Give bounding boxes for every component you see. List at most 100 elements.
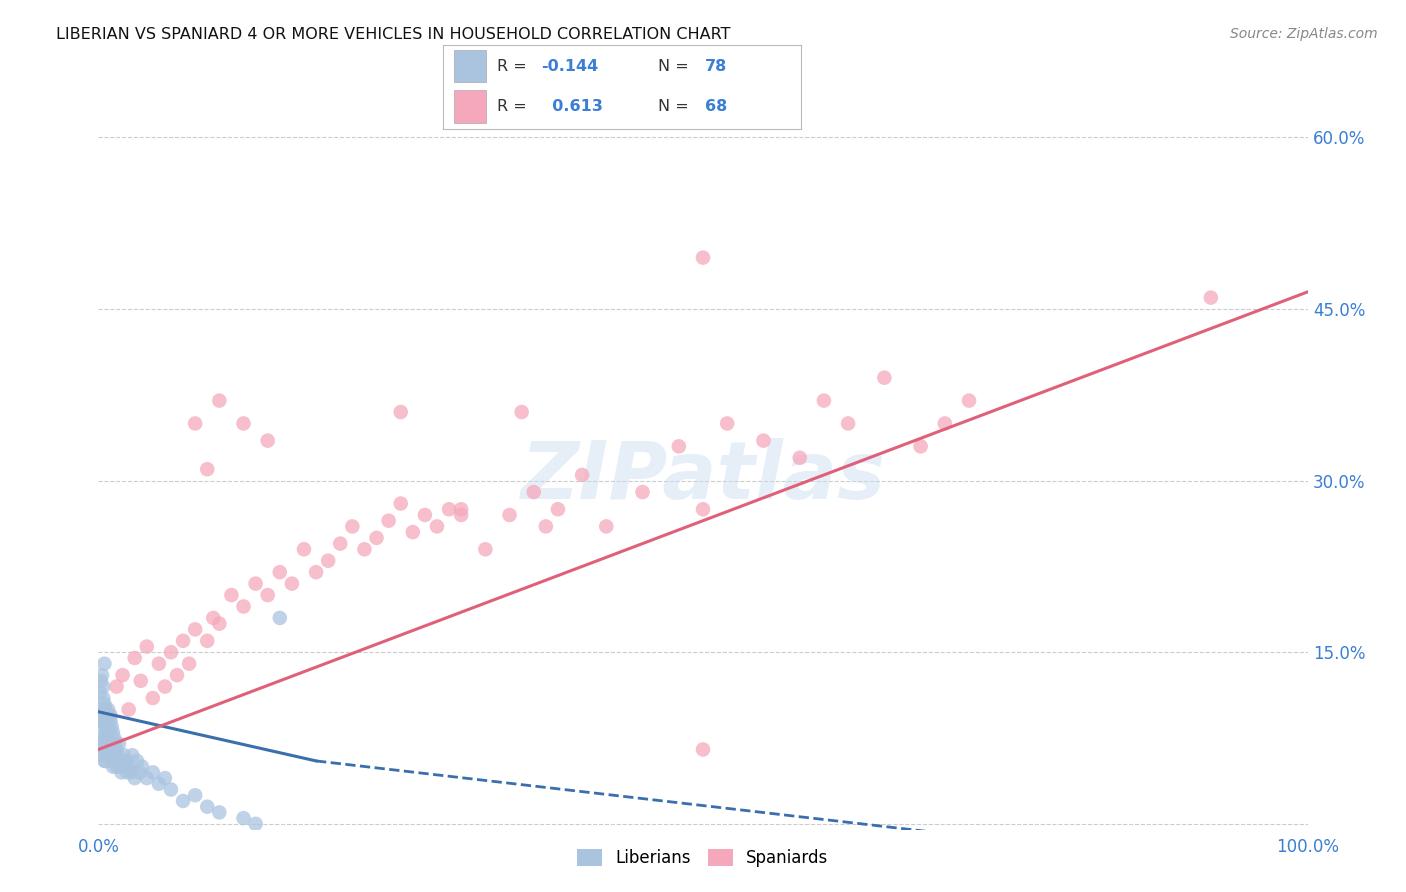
Point <box>94 720 117 734</box>
Point <box>135 640 157 654</box>
Point <box>256 434 278 448</box>
Point <box>91 702 114 716</box>
Point <box>105 759 128 773</box>
Point <box>103 731 125 745</box>
Point <box>91 668 114 682</box>
Point <box>89 708 111 723</box>
Point <box>692 742 714 756</box>
Point <box>873 370 896 384</box>
Point <box>93 697 115 711</box>
Point <box>96 708 118 723</box>
Point <box>96 720 118 734</box>
Point <box>90 737 112 751</box>
Point <box>114 759 136 773</box>
Point <box>692 502 714 516</box>
Point <box>523 485 546 500</box>
Point <box>1199 291 1222 305</box>
Point <box>110 765 132 780</box>
Point <box>426 519 449 533</box>
Point <box>90 673 112 688</box>
Point <box>94 708 117 723</box>
Point <box>910 439 932 453</box>
Point <box>101 725 124 739</box>
Point <box>153 680 176 694</box>
Point <box>232 417 254 431</box>
Point <box>184 623 207 637</box>
Point <box>128 765 150 780</box>
Point <box>837 417 859 431</box>
Point <box>172 794 194 808</box>
Point <box>413 508 436 522</box>
Point <box>94 754 117 768</box>
Point <box>450 508 472 522</box>
Point <box>232 599 254 614</box>
Point <box>100 731 122 745</box>
Legend: Liberians, Spaniards: Liberians, Spaniards <box>571 842 835 873</box>
Point <box>94 702 117 716</box>
Point <box>97 720 120 734</box>
Text: Source: ZipAtlas.com: Source: ZipAtlas.com <box>1230 27 1378 41</box>
Point <box>93 714 115 728</box>
Point <box>117 765 139 780</box>
Point <box>510 405 533 419</box>
Point <box>104 737 127 751</box>
Point <box>108 737 131 751</box>
Point <box>97 702 120 716</box>
Point <box>160 645 183 659</box>
Point <box>91 720 114 734</box>
Point <box>202 611 225 625</box>
Point <box>692 251 714 265</box>
Point <box>342 519 364 533</box>
Text: -0.144: -0.144 <box>541 59 599 74</box>
Bar <box>454 90 486 122</box>
Point <box>100 748 122 763</box>
Point <box>105 680 128 694</box>
Point <box>437 502 460 516</box>
Point <box>135 771 157 785</box>
Point <box>245 817 267 831</box>
Point <box>148 657 170 671</box>
Point <box>124 771 146 785</box>
Point <box>96 742 118 756</box>
Point <box>184 417 207 431</box>
Point <box>98 708 121 723</box>
Point <box>127 754 149 768</box>
Point <box>221 588 243 602</box>
Point <box>98 725 121 739</box>
Point <box>111 668 134 682</box>
Point <box>389 405 412 419</box>
Point <box>208 616 231 631</box>
Point <box>112 748 135 763</box>
Point <box>281 576 304 591</box>
Point <box>631 485 654 500</box>
Text: N =: N = <box>658 99 695 114</box>
Point <box>111 754 134 768</box>
Point <box>118 759 141 773</box>
Point <box>208 393 231 408</box>
Point <box>329 536 352 550</box>
Point <box>91 742 114 756</box>
Text: N =: N = <box>658 59 695 74</box>
Text: ZIPatlas: ZIPatlas <box>520 438 886 516</box>
Point <box>100 737 122 751</box>
Point <box>129 673 152 688</box>
Point <box>256 588 278 602</box>
Point <box>153 771 176 785</box>
Point <box>402 525 425 540</box>
Point <box>120 765 142 780</box>
Point <box>474 542 496 557</box>
Point <box>269 611 291 625</box>
Point <box>668 439 690 453</box>
Point <box>108 754 131 768</box>
Point <box>108 759 131 773</box>
Point <box>97 742 120 756</box>
Point <box>98 742 121 756</box>
Point <box>100 754 122 768</box>
Point <box>142 691 165 706</box>
Point <box>534 519 557 533</box>
Point <box>245 576 267 591</box>
Point <box>716 417 738 431</box>
Point <box>91 748 114 763</box>
Point <box>121 748 143 763</box>
Point <box>118 702 141 716</box>
